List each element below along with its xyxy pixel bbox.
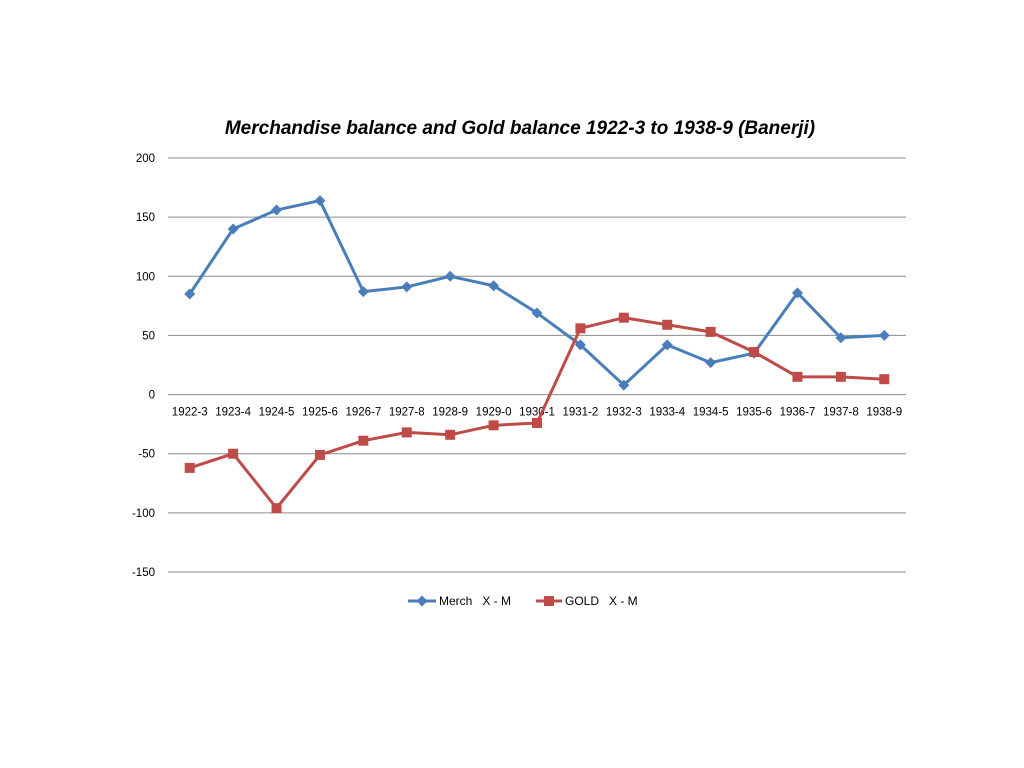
data-point-square	[879, 374, 890, 385]
x-tick-label: 1926-7	[345, 407, 381, 419]
x-tick-label: 1931-2	[563, 407, 599, 419]
x-tick-label: 1924-5	[259, 407, 295, 419]
series-gold	[184, 312, 890, 514]
y-tick-label: 200	[136, 153, 155, 165]
data-point-square	[184, 462, 195, 473]
data-point-diamond	[531, 307, 543, 319]
data-point-diamond	[184, 288, 196, 300]
x-tick-label: 1930-1	[519, 407, 555, 419]
data-point-square	[618, 312, 629, 323]
x-tick-label: 1933-4	[649, 407, 685, 419]
y-tick-label: 100	[136, 271, 155, 283]
data-point-diamond	[661, 339, 673, 351]
data-point-square	[314, 449, 325, 460]
data-point-square	[228, 448, 239, 459]
data-point-square	[271, 503, 282, 514]
x-tick-label: 1923-4	[215, 407, 251, 419]
x-tick-label: 1929-0	[476, 407, 512, 419]
data-point-diamond	[271, 204, 283, 216]
x-axis-tick-labels: 1922-3 1923-4 1924-5 1925-6 1926-7 1927-8 1928…	[172, 407, 902, 419]
legend: Merch X - M GOLD X - M	[408, 594, 638, 608]
data-point-diamond	[574, 339, 586, 351]
y-tick-label: -50	[138, 449, 155, 461]
x-tick-label: 1935-6	[736, 407, 772, 419]
y-tick-label: -100	[132, 508, 155, 520]
data-point-diamond	[835, 332, 847, 344]
data-point-square	[445, 429, 456, 440]
x-tick-label: 1937-8	[823, 407, 859, 419]
series-merch	[184, 195, 890, 391]
data-point-square	[532, 417, 542, 428]
legend-item-gold: GOLD X - M	[536, 594, 638, 608]
chart-title: Merchandise balance and Gold balance 192…	[225, 118, 815, 139]
x-tick-label: 1932-3	[606, 407, 642, 419]
series-lines	[184, 195, 890, 514]
y-axis-tick-labels: 200 150 100 50 0 -50 -100 -150	[132, 153, 155, 579]
data-point-square	[575, 323, 586, 334]
x-tick-label: 1934-5	[693, 407, 729, 419]
data-point-square	[358, 435, 369, 446]
data-point-diamond	[444, 270, 456, 282]
y-tick-label: 150	[136, 212, 155, 224]
data-point-square	[835, 371, 846, 382]
series-line	[188, 199, 886, 387]
x-tick-label: 1928-9	[432, 407, 468, 419]
data-point-square	[401, 427, 412, 438]
x-tick-label: 1922-3	[172, 407, 208, 419]
y-tick-label: 0	[149, 390, 155, 402]
data-point-square	[749, 346, 760, 357]
data-point-diamond	[618, 379, 630, 391]
data-point-diamond	[357, 286, 369, 298]
y-tick-label: 50	[142, 330, 155, 342]
data-point-diamond	[488, 280, 500, 292]
data-point-square	[705, 326, 716, 337]
legend-label: GOLD X - M	[565, 594, 638, 608]
data-point-diamond	[314, 195, 326, 207]
x-tick-label: 1938-9	[866, 407, 902, 419]
data-point-square	[488, 420, 499, 431]
data-point-square	[662, 319, 673, 330]
x-tick-label: 1927-8	[389, 407, 425, 419]
legend-label: Merch X - M	[439, 594, 511, 608]
data-point-diamond	[878, 329, 890, 341]
x-tick-label: 1936-7	[780, 407, 816, 419]
data-point-diamond	[705, 357, 717, 369]
data-point-diamond	[791, 287, 803, 299]
data-point-diamond	[227, 223, 239, 235]
y-tick-label: -150	[132, 567, 155, 579]
grid-lines	[168, 157, 906, 573]
data-point-square	[792, 371, 803, 382]
data-point-square	[544, 596, 554, 606]
x-tick-label: 1925-6	[302, 407, 338, 419]
data-point-diamond	[416, 595, 428, 607]
legend-item-merch: Merch X - M	[408, 594, 511, 608]
data-point-diamond	[401, 281, 413, 293]
